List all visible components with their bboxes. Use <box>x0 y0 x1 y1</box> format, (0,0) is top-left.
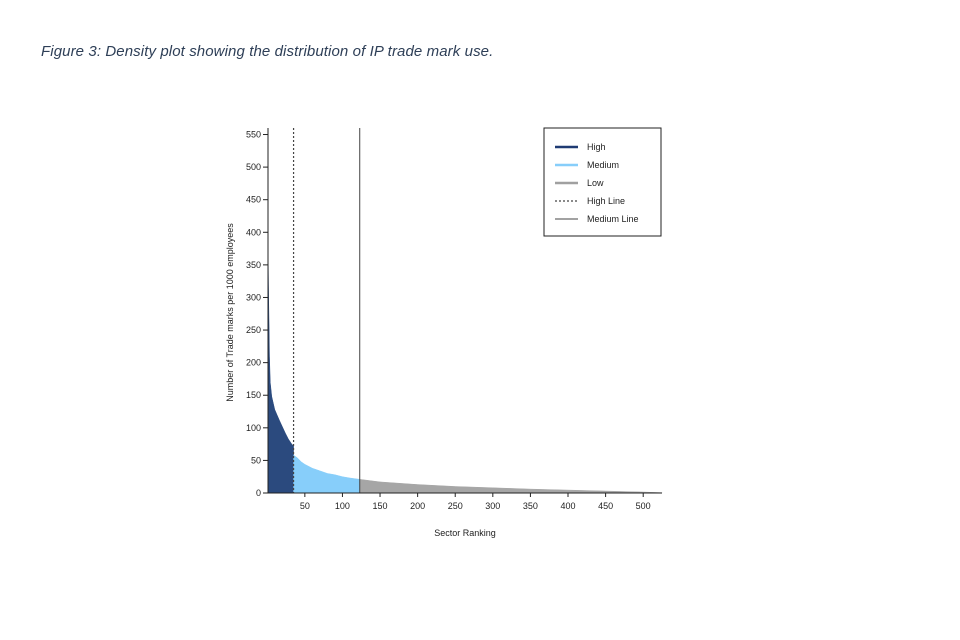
y-tick-label: 100 <box>246 423 261 433</box>
y-tick-label: 500 <box>246 162 261 172</box>
chart-legend: High Medium Low High Line Medium Line <box>543 127 662 237</box>
y-axis-ticks: 0 50 100 150 200 250 300 350 400 450 500 550 <box>246 130 268 498</box>
x-tick-label: 100 <box>335 501 350 511</box>
legend-label: High Line <box>587 196 625 206</box>
y-tick-label: 400 <box>246 227 261 237</box>
x-axis-title: Sector Ranking <box>434 528 496 538</box>
x-tick-label: 350 <box>523 501 538 511</box>
legend-label: Medium <box>587 160 619 170</box>
area-low <box>359 479 663 494</box>
y-tick-label: 300 <box>246 292 261 302</box>
legend-label: Medium Line <box>587 214 639 224</box>
y-tick-label: 550 <box>246 130 261 140</box>
x-tick-label: 450 <box>598 501 613 511</box>
figure-caption: Figure 3: Density plot showing the distr… <box>41 43 494 60</box>
y-axis-title: Number of Trade marks per 1000 employees <box>225 223 235 402</box>
chart-axes <box>267 128 662 494</box>
y-tick-label: 350 <box>246 260 261 270</box>
x-tick-label: 150 <box>373 501 388 511</box>
x-tick-label: 50 <box>300 501 310 511</box>
y-tick-label: 250 <box>246 325 261 335</box>
y-tick-label: 150 <box>246 390 261 400</box>
reference-lines <box>292 128 361 493</box>
x-tick-label: 500 <box>636 501 651 511</box>
x-axis-ticks: 50 100 150 200 250 300 350 400 450 500 <box>300 493 651 511</box>
x-tick-label: 250 <box>448 501 463 511</box>
y-tick-label: 50 <box>251 455 261 465</box>
x-tick-label: 200 <box>410 501 425 511</box>
legend-label: High <box>587 142 606 152</box>
chart-areas <box>267 242 663 494</box>
x-tick-label: 300 <box>485 501 500 511</box>
x-tick-label: 400 <box>560 501 575 511</box>
y-tick-label: 450 <box>246 195 261 205</box>
y-tick-label: 200 <box>246 358 261 368</box>
area-medium <box>293 454 360 494</box>
area-high <box>267 242 294 494</box>
legend-label: Low <box>587 178 604 188</box>
y-tick-label: 0 <box>256 488 261 498</box>
